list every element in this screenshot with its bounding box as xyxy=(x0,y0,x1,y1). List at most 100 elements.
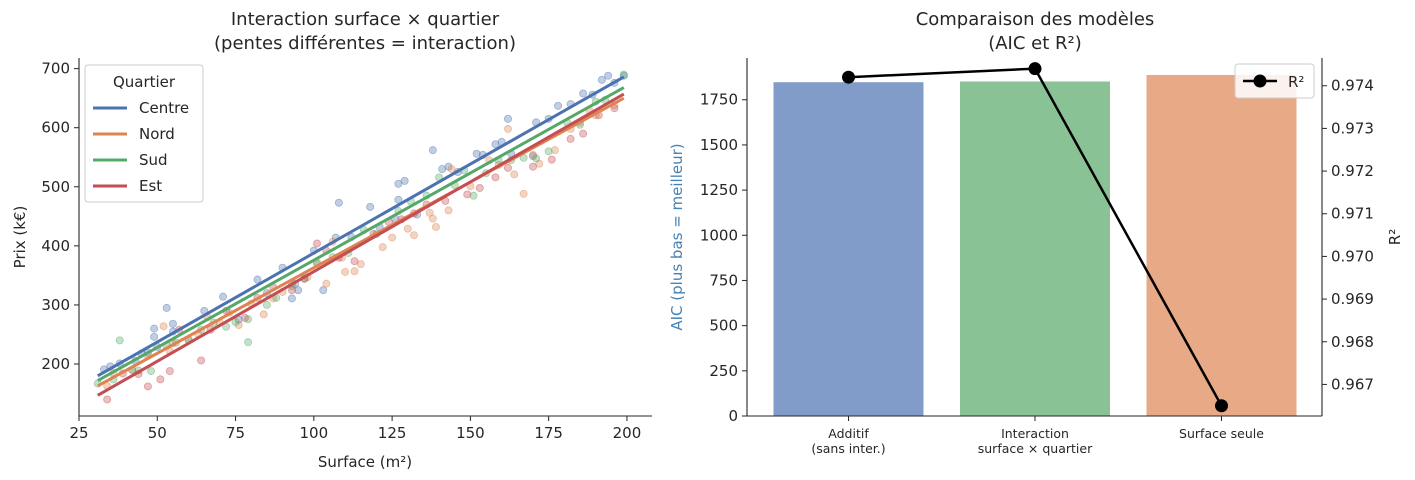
scatter-point-centre xyxy=(294,286,303,295)
scatter-point-sud xyxy=(262,300,271,309)
scatter-x-tick-label: 150 xyxy=(456,424,485,442)
scatter-point-nord xyxy=(322,279,331,288)
scatter-point-sud xyxy=(544,147,553,156)
aic-y-tick-label: 0 xyxy=(728,407,738,425)
scatter-point-centre xyxy=(150,324,159,333)
bar-category-label: Surface seule xyxy=(1179,426,1264,441)
scatter-point-nord xyxy=(403,224,412,233)
scatter-point-est xyxy=(156,375,165,384)
scatter-point-nord xyxy=(535,159,544,168)
scatter-legend-title: Quartier xyxy=(113,73,176,91)
scatter-point-nord xyxy=(447,165,456,174)
scatter-point-centre xyxy=(529,152,538,161)
scatter-y-tick-label: 700 xyxy=(41,60,70,78)
fit-line-centre xyxy=(97,75,625,378)
aic-bar xyxy=(1146,74,1297,417)
scatter-point-est xyxy=(475,183,484,192)
scatter-point-centre xyxy=(438,165,447,174)
scatter-point-nord xyxy=(410,231,419,240)
scatter-point-nord xyxy=(259,310,268,319)
r2-y-tick-label: 0.973 xyxy=(1331,119,1374,137)
scatter-point-centre xyxy=(334,198,343,207)
aic-y-tick-label: 250 xyxy=(709,362,738,380)
bar-category-label: Interaction surface × quartier xyxy=(978,426,1093,456)
scatter-y-tick-label: 600 xyxy=(41,119,70,137)
legend-label-est: Est xyxy=(139,177,162,195)
scatter-point-nord xyxy=(378,243,387,252)
scatter-point-sud xyxy=(231,318,240,327)
scatter-point-est xyxy=(529,162,538,171)
scatter-point-nord xyxy=(234,321,243,330)
scatter-point-centre xyxy=(287,294,296,303)
scatter-x-label: Surface (m²) xyxy=(318,453,412,471)
scatter-point-est xyxy=(165,367,174,376)
scatter-point-est xyxy=(566,134,575,143)
bar-title-line1: Comparaison des modèles xyxy=(916,9,1155,30)
scatter-point-sud xyxy=(244,315,253,324)
scatter-point-centre xyxy=(472,149,481,158)
scatter-x-tick-label: 75 xyxy=(226,424,245,442)
scatter-point-est xyxy=(240,313,249,322)
scatter-point-centre xyxy=(162,303,171,312)
scatter-point-est xyxy=(579,129,588,138)
scatter-point-centre xyxy=(394,179,403,188)
scatter-x-tick-label: 100 xyxy=(300,424,329,442)
scatter-point-sud xyxy=(469,191,478,200)
scatter-y-tick-label: 500 xyxy=(41,178,70,196)
scatter-x-tick-label: 25 xyxy=(69,424,88,442)
r2-legend-label: R² xyxy=(1288,73,1304,91)
fit-line-nord xyxy=(97,96,625,388)
scatter-point-nord xyxy=(510,170,519,179)
bar-category-label: Additif (sans inter.) xyxy=(811,426,885,456)
r2-point xyxy=(1028,62,1042,76)
scatter-point-centre xyxy=(319,286,328,295)
r2-y-tick-label: 0.968 xyxy=(1331,333,1374,351)
scatter-legend-items: Centre Nord Sud Est xyxy=(93,99,189,195)
aic-y-tick-label: 1500 xyxy=(700,136,738,154)
scatter-point-nord xyxy=(550,146,559,155)
scatter-point-est xyxy=(463,190,472,199)
scatter-x-tick-label: 175 xyxy=(534,424,563,442)
scatter-point-sud xyxy=(147,367,156,376)
scatter-y-label: Prix (k€) xyxy=(11,206,29,269)
bar-legend: R² xyxy=(1234,63,1315,99)
scatter-point-nord xyxy=(356,260,365,269)
scatter-point-centre xyxy=(366,202,375,211)
scatter-point-centre xyxy=(168,319,177,328)
scatter-y-tick-label: 200 xyxy=(41,355,70,373)
scatter-point-sud xyxy=(244,338,253,347)
aic-y-tick-label: 1000 xyxy=(700,226,738,244)
aic-y-tick-label: 1250 xyxy=(700,181,738,199)
r2-point xyxy=(1215,399,1228,413)
bar-plot-area: 0 250 500 750 1000 1250 1500 1750 0.967 0.968 0.96… xyxy=(700,62,1374,456)
scatter-point-centre xyxy=(491,140,500,149)
scatter-point-est xyxy=(503,163,512,172)
legend-label-sud: Sud xyxy=(139,151,168,169)
scatter-point-nord xyxy=(159,322,168,331)
legend-label-centre: Centre xyxy=(139,99,189,117)
scatter-point-est xyxy=(287,286,296,295)
scatter-point-est xyxy=(143,382,152,391)
bar-panel: Comparaison des modèles (AIC et R²) 0 250… xyxy=(668,9,1404,456)
scatter-point-centre xyxy=(503,114,512,123)
scatter-point-nord xyxy=(425,208,434,217)
aic-bar xyxy=(773,82,924,416)
scatter-point-nord xyxy=(428,214,437,223)
aic-y-tick-label: 750 xyxy=(709,271,738,289)
r2-y-tick-label: 0.969 xyxy=(1331,290,1374,308)
scatter-point-est xyxy=(547,155,556,164)
scatter-point-centre xyxy=(428,146,437,155)
scatter-plot-area xyxy=(93,70,628,404)
scatter-point-sud xyxy=(532,154,541,163)
scatter-point-nord xyxy=(444,206,453,215)
scatter-point-est xyxy=(350,257,359,266)
fit-line-sud xyxy=(97,86,625,382)
bar-axes xyxy=(746,58,1323,417)
scatter-point-centre xyxy=(579,89,588,98)
r2-axis-label: R² xyxy=(1386,229,1404,245)
scatter-point-centre xyxy=(444,162,453,171)
r2-y-tick-label: 0.970 xyxy=(1331,247,1374,265)
scatter-x-tick-label: 200 xyxy=(613,424,642,442)
scatter-x-tick-label: 125 xyxy=(378,424,407,442)
